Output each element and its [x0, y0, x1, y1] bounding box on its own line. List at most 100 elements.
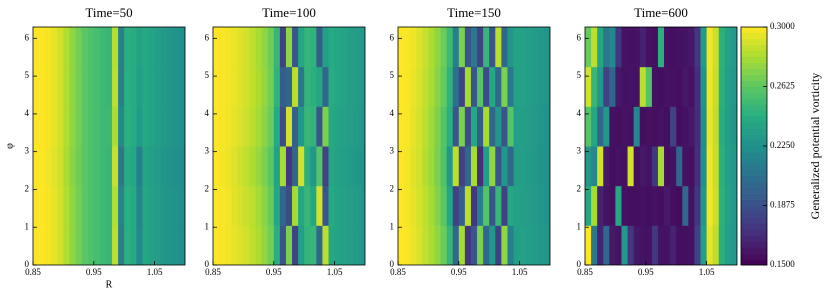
y-tick-label: 0 [577, 259, 582, 269]
colorbar-band [741, 211, 767, 218]
heatmap-cell [688, 106, 695, 147]
colorbar-band [741, 74, 767, 81]
heatmap-cell [316, 225, 323, 265]
heatmap-cell [273, 225, 281, 265]
heatmap-cell [328, 106, 336, 147]
heatmap-cell [700, 146, 708, 187]
heatmap-cell [304, 106, 311, 147]
heatmap-cell [261, 27, 269, 68]
heatmap-cell [322, 185, 330, 226]
heatmap-cell [51, 185, 58, 226]
heatmap-cell [627, 185, 635, 226]
heatmap-cell [99, 27, 107, 68]
heatmap-cell [670, 27, 677, 68]
heatmap-cell [231, 146, 238, 187]
heatmap-cell [213, 66, 220, 107]
colorbar-tick-label: 0.2250 [770, 140, 795, 150]
heatmap-cell [706, 225, 714, 265]
heatmap-cell [316, 27, 323, 68]
heatmap-cell [609, 225, 616, 265]
heatmap-cell [322, 146, 330, 187]
colorbar-band [741, 62, 767, 69]
heatmap-cell [543, 146, 550, 187]
heatmap-cell [416, 185, 423, 226]
heatmap-cell [273, 106, 281, 147]
heatmap-cell [243, 106, 250, 147]
heatmap-cell [45, 27, 52, 68]
heatmap-cell [261, 185, 269, 226]
heatmap-cell [178, 146, 185, 187]
heatmap-cell [495, 66, 502, 107]
heatmap-cell [87, 66, 95, 107]
heatmap-cell [172, 225, 180, 265]
heatmap-cell [489, 185, 496, 226]
heatmap-cell [639, 66, 647, 107]
y-tick-label: 1 [390, 221, 395, 231]
heatmap-cell [464, 225, 472, 265]
heatmap-cell [477, 106, 484, 147]
y-tick-label: 0 [205, 259, 210, 269]
heatmap-cell [93, 106, 101, 147]
heatmap-cell [519, 106, 527, 147]
y-tick-label: 5 [577, 70, 582, 80]
heatmap-cell [464, 185, 472, 226]
heatmap-cell [93, 185, 101, 226]
heatmap-cell [136, 27, 143, 68]
heatmap-cell [136, 225, 143, 265]
y-tick-label: 1 [25, 221, 30, 231]
heatmap-cell [99, 225, 107, 265]
heatmap-cell [57, 185, 64, 226]
heatmap-cell [154, 106, 162, 147]
heatmap-cell [118, 225, 125, 265]
y-tick-label: 3 [577, 146, 582, 156]
heatmap-cell [249, 146, 257, 187]
heatmap-cell [724, 66, 732, 107]
heatmap-cell [322, 27, 330, 68]
heatmap-cell [597, 185, 604, 226]
heatmap-cell [292, 106, 299, 147]
heatmap-cell [591, 27, 598, 68]
heatmap-cell [531, 66, 539, 107]
y-tick-label: 4 [577, 108, 582, 118]
heatmap-cell [352, 106, 360, 147]
heatmap-cell [483, 225, 490, 265]
heatmap-cell [279, 106, 287, 147]
heatmap-cell [279, 66, 287, 107]
heatmap-cell [507, 146, 515, 187]
heatmap-cell [525, 27, 533, 68]
heatmap-cell [124, 27, 131, 68]
heatmap-cell [334, 106, 342, 147]
heatmap-cell [346, 106, 354, 147]
y-tick-label: 3 [390, 146, 395, 156]
heatmap-cell [585, 27, 592, 68]
heatmap-cell [172, 66, 180, 107]
heatmap-cell [39, 185, 46, 226]
heatmap-cell [452, 27, 460, 68]
heatmap-cell [358, 185, 365, 226]
heatmap-cell [531, 225, 539, 265]
heatmap-cell [328, 27, 336, 68]
heatmap-cell [525, 66, 533, 107]
heatmap-cell [682, 225, 689, 265]
heatmap-cell [75, 106, 83, 147]
colorbar-band [741, 50, 767, 58]
heatmap-cell [328, 146, 336, 187]
heatmap-cell [75, 146, 83, 187]
colorbar-band [741, 205, 767, 212]
colorbar-band [741, 253, 767, 260]
heatmap-cell [615, 27, 622, 68]
heatmap-cell [39, 27, 46, 68]
heatmap-cell [489, 106, 496, 147]
heatmap-cell [352, 66, 360, 107]
heatmap-cell [75, 27, 83, 68]
heatmap-cell [724, 27, 732, 68]
heatmap-cell [609, 185, 616, 226]
colorbar-band [741, 151, 767, 159]
heatmap-cell [267, 185, 275, 226]
heatmap-cell [219, 146, 226, 187]
heatmap-cell [99, 185, 107, 226]
heatmap-cell [285, 106, 293, 147]
y-tick-label: 2 [205, 184, 210, 194]
heatmap-cell [304, 225, 311, 265]
heatmap-cell [358, 146, 365, 187]
